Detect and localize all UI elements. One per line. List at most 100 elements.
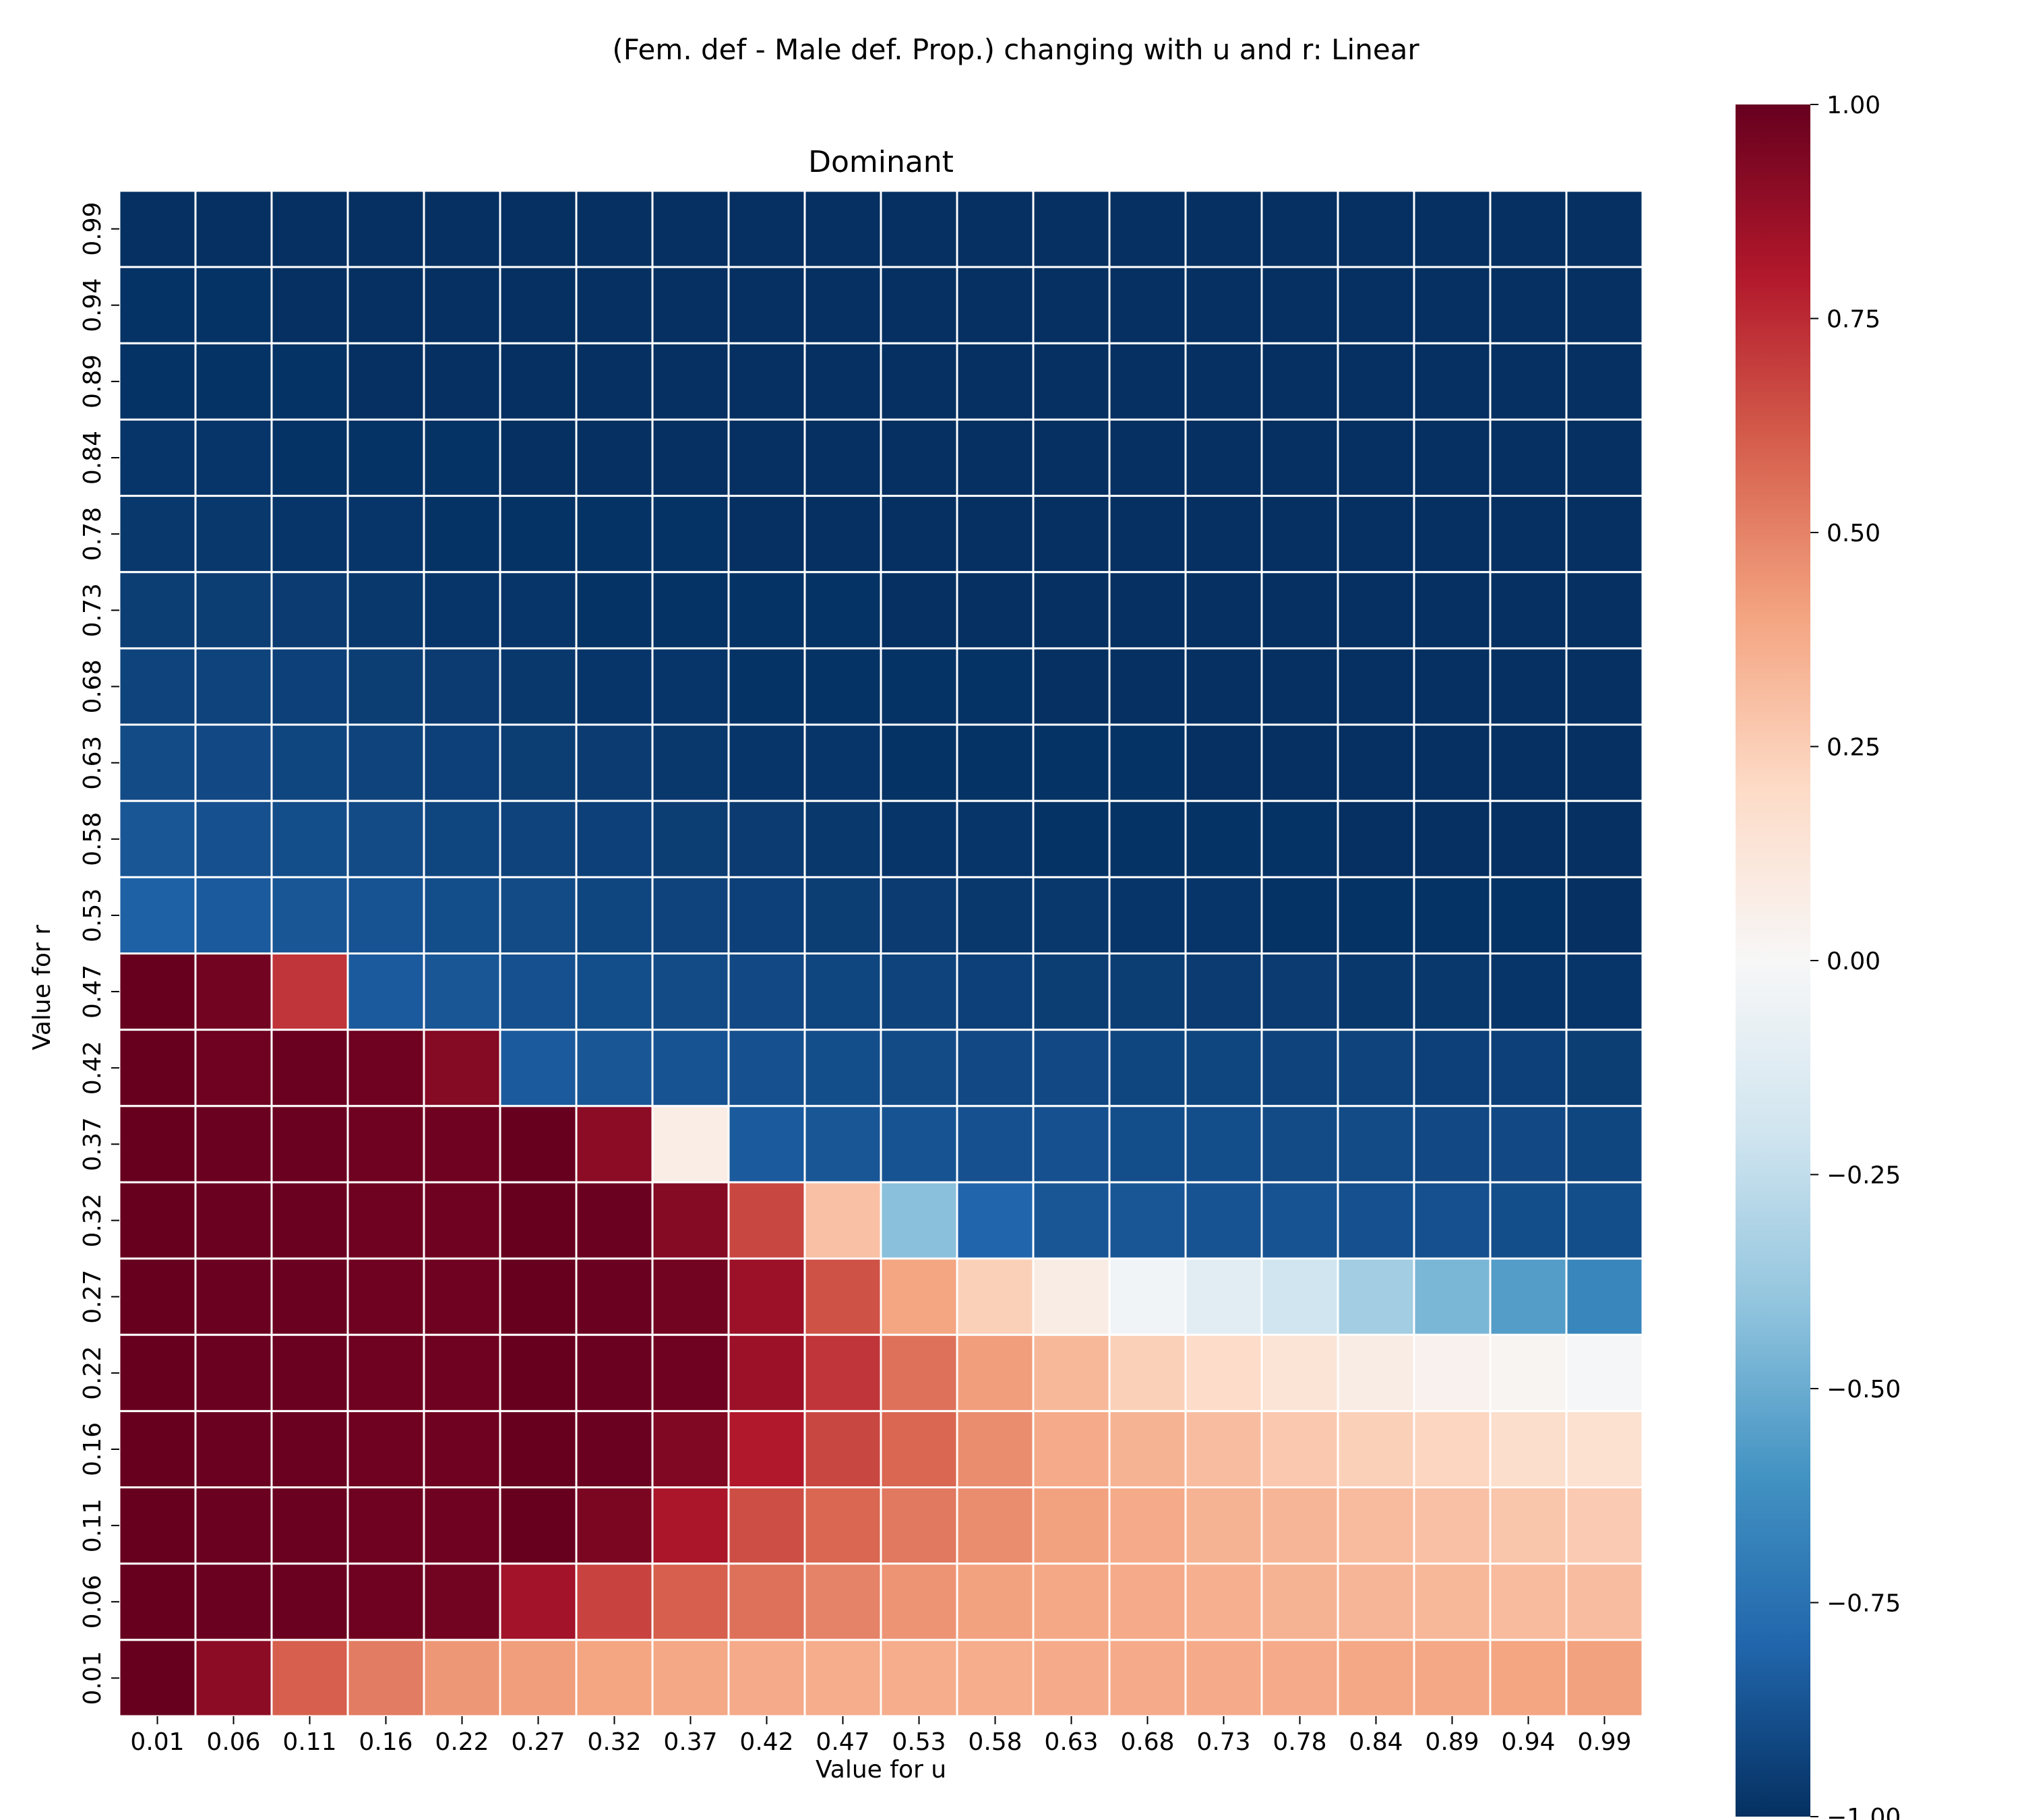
x-tick-label: 0.22 xyxy=(435,1728,489,1756)
y-tick-label: 0.42 xyxy=(79,1041,106,1095)
heatmap-cell xyxy=(1413,1563,1492,1641)
y-tick-label: 0.68 xyxy=(79,659,106,713)
heatmap-cell xyxy=(346,1181,425,1260)
heatmap-cell xyxy=(651,952,730,1031)
heatmap-cell xyxy=(727,1257,806,1336)
heatmap-cell xyxy=(803,1029,882,1108)
y-tick-label: 0.32 xyxy=(79,1193,106,1247)
heatmap-cell xyxy=(1184,1409,1263,1489)
heatmap-cell xyxy=(118,952,197,1031)
heatmap-cell xyxy=(880,495,958,574)
heatmap-cell xyxy=(880,952,958,1031)
heatmap-cell xyxy=(1565,189,1644,268)
heatmap-cell xyxy=(651,1105,730,1184)
y-tick-label: 0.89 xyxy=(79,355,106,408)
heatmap-cell xyxy=(803,1409,882,1489)
x-tick-label: 0.84 xyxy=(1349,1728,1403,1756)
heatmap-cell xyxy=(1032,1486,1111,1565)
heatmap-cell xyxy=(1413,1486,1492,1565)
heatmap-cell xyxy=(1413,723,1492,802)
heatmap-cell xyxy=(118,1029,197,1108)
heatmap-cell xyxy=(194,571,273,650)
heatmap-cell xyxy=(803,1257,882,1336)
heatmap-cell xyxy=(270,1029,349,1108)
heatmap-cell xyxy=(499,799,578,878)
heatmap-cell xyxy=(1032,1029,1111,1108)
heatmap-cell xyxy=(194,876,273,954)
y-tick-label: 0.16 xyxy=(79,1422,106,1476)
heatmap-cell xyxy=(1565,952,1644,1031)
heatmap-cell xyxy=(346,1409,425,1489)
heatmap-cell xyxy=(1184,418,1263,497)
heatmap-cell xyxy=(880,1639,958,1718)
x-tick-label: 0.94 xyxy=(1501,1728,1555,1756)
heatmap-cell xyxy=(1108,342,1187,421)
heatmap-cell xyxy=(270,266,349,344)
heatmap-cell xyxy=(1337,1257,1415,1336)
y-tick-label: 0.06 xyxy=(79,1575,106,1629)
heatmap-cell xyxy=(956,1257,1035,1336)
heatmap-cell xyxy=(1565,342,1644,421)
heatmap-cell xyxy=(1108,647,1187,726)
heatmap-cell xyxy=(423,189,501,268)
heatmap-cell xyxy=(651,1639,730,1718)
heatmap-cell xyxy=(194,189,273,268)
heatmap-cell xyxy=(727,1409,806,1489)
heatmap-cell xyxy=(1260,1639,1339,1718)
heatmap-cell xyxy=(1032,1333,1111,1412)
heatmap-cell xyxy=(270,418,349,497)
heatmap-cell xyxy=(575,1181,654,1260)
heatmap-cell xyxy=(346,1333,425,1412)
heatmap-cell xyxy=(803,189,882,268)
heatmap-cell xyxy=(346,189,425,268)
heatmap-cell xyxy=(651,495,730,574)
y-tick-label: 0.84 xyxy=(79,431,106,485)
heatmap-cell xyxy=(1337,647,1415,726)
heatmap-cell xyxy=(1565,1563,1644,1641)
heatmap-cell xyxy=(1337,723,1415,802)
heatmap-cell xyxy=(1184,799,1263,878)
heatmap-cell xyxy=(1337,495,1415,574)
heatmap-cell xyxy=(270,1333,349,1412)
colorbar-ticks: 1.00 0.75 0.50 0.25 0.00 −0.25 −0.50 −0.75 −1.00 xyxy=(1810,92,1901,1820)
heatmap-cell xyxy=(346,571,425,650)
heatmap-cell xyxy=(1032,876,1111,954)
heatmap-cell xyxy=(118,189,197,268)
heatmap-cell xyxy=(1184,1563,1263,1641)
heatmap-cell xyxy=(1184,1029,1263,1108)
x-tick-label: 0.47 xyxy=(816,1728,869,1756)
heatmap-cell xyxy=(651,1181,730,1260)
heatmap-cell xyxy=(651,799,730,878)
heatmap-cell xyxy=(499,1105,578,1184)
heatmap-cell xyxy=(499,266,578,344)
heatmap-cell xyxy=(1565,1486,1644,1565)
heatmap-cell xyxy=(1032,799,1111,878)
heatmap-cell xyxy=(727,266,806,344)
heatmap-cell xyxy=(1260,876,1339,954)
x-tick-label: 0.01 xyxy=(130,1728,184,1756)
heatmap-cell xyxy=(1108,1333,1187,1412)
heatmap-cell xyxy=(499,418,578,497)
colorbar-tick-label: 0.25 xyxy=(1827,734,1880,762)
heatmap-cell xyxy=(727,495,806,574)
heatmap-cell xyxy=(194,1029,273,1108)
heatmap-cell xyxy=(803,723,882,802)
heatmap-cell xyxy=(575,1257,654,1336)
heatmap-cell xyxy=(575,495,654,574)
heatmap-cell xyxy=(575,1486,654,1565)
heatmap-cell xyxy=(880,1563,958,1641)
x-tick-label: 0.73 xyxy=(1196,1728,1250,1756)
heatmap-cell xyxy=(1413,1409,1492,1489)
heatmap-cell xyxy=(1413,1333,1492,1412)
heatmap-cell xyxy=(1108,1486,1187,1565)
heatmap-cell xyxy=(1184,1257,1263,1336)
x-tick-label: 0.11 xyxy=(282,1728,336,1756)
heatmap-cell xyxy=(1413,1181,1492,1260)
y-tick-label: 0.11 xyxy=(79,1498,106,1552)
y-tick-label: 0.47 xyxy=(79,965,106,1019)
heatmap-cell xyxy=(118,1181,197,1260)
heatmap-cell xyxy=(118,571,197,650)
heatmap-cell xyxy=(956,189,1035,268)
heatmap-cell xyxy=(423,495,501,574)
heatmap-cell xyxy=(1032,647,1111,726)
